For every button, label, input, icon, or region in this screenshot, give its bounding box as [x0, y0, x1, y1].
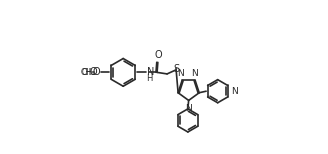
Text: N: N [185, 104, 192, 113]
Text: H: H [147, 74, 153, 83]
Text: N: N [177, 69, 184, 78]
Text: CH₃: CH₃ [81, 68, 95, 77]
Text: N: N [191, 69, 198, 78]
Text: O: O [89, 67, 97, 77]
Text: N: N [147, 67, 154, 77]
Text: CH₃: CH₃ [81, 68, 95, 77]
Text: O: O [154, 50, 162, 60]
Text: N: N [231, 87, 237, 96]
Text: S: S [173, 64, 179, 73]
Text: O: O [92, 67, 100, 77]
